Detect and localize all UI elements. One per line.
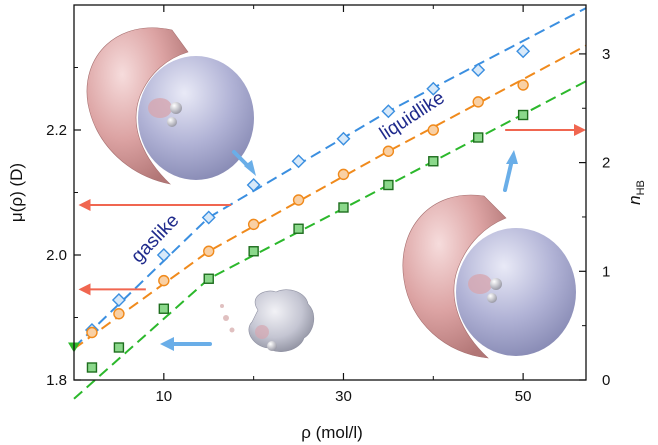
series-3-point-8	[383, 179, 394, 191]
axes	[73, 4, 587, 381]
series-1-point-11	[516, 44, 531, 59]
series-3-point-2	[113, 342, 125, 353]
series-1-point-8	[381, 104, 396, 119]
series-3-point-4	[203, 273, 214, 284]
series-1-point-2	[111, 293, 126, 307]
series-2-point-11	[517, 79, 529, 91]
series-2-point-8	[382, 145, 395, 157]
series-3-point-6	[293, 223, 304, 234]
x-tick-label-30: 30	[335, 388, 352, 405]
y2-tick-label-3: 3	[602, 46, 610, 63]
series-2-point-10	[472, 96, 484, 108]
y2-axis-title-sub: HB	[635, 180, 647, 195]
y-axis-title: μ(ρ) (D)	[7, 163, 26, 222]
series-1-point-4	[201, 210, 216, 225]
series-2-point-7	[337, 168, 350, 181]
fit-line-2	[73, 44, 587, 350]
y-tick-label-2: 2.0	[46, 247, 67, 264]
series-2-point-9	[427, 124, 439, 136]
series-3-point-3	[158, 303, 170, 314]
y2-tick-label-2: 2	[602, 155, 610, 172]
series-2-point-1	[86, 326, 98, 339]
series-2-point-6	[292, 194, 305, 206]
x-tick-label-10: 10	[155, 388, 172, 405]
series-2-point-3	[158, 274, 170, 287]
series-3-point-7	[338, 202, 349, 213]
axis-labels: 10 30 50 1.8 2.0 2.2 0 1 2 3 ρ (mol/l) μ(ρ) (D) nHB	[7, 46, 647, 442]
series-1-point-6	[291, 154, 306, 169]
series-1-point-10	[471, 63, 486, 77]
molecule-illustration-gas	[220, 289, 315, 352]
pointer-arrows	[160, 150, 518, 351]
molecule-illustration-top-left	[86, 27, 254, 185]
series-1-point-9	[426, 81, 441, 96]
series-3-point-10	[473, 132, 484, 143]
molecule-illustration-right	[402, 194, 576, 359]
y2-tick-label-0: 0	[602, 372, 610, 389]
y-tick-label-1.8: 1.8	[46, 372, 67, 389]
series-1-point-7	[336, 131, 351, 146]
series-3-point-11	[517, 109, 529, 121]
series-2-point-2	[113, 308, 125, 320]
red-arrowhead-left-2	[78, 283, 91, 296]
x-axis-title: ρ (mol/l)	[301, 423, 363, 442]
series-2-point-5	[247, 218, 260, 231]
annotation-gaslike: gaslike	[127, 210, 183, 267]
red-arrowhead-right-1	[574, 124, 586, 136]
y2-axis-title: nHB	[625, 180, 647, 205]
y-tick-label-2.2: 2.2	[46, 122, 67, 139]
series-3-point-5	[248, 246, 259, 257]
y2-tick-label-1: 1	[602, 263, 610, 280]
series-1-point-5	[246, 178, 261, 192]
series-3-point-9	[428, 156, 439, 167]
series-2-point-4	[203, 245, 215, 257]
x-tick-label-50: 50	[515, 388, 532, 405]
series-1-point-3	[156, 248, 171, 262]
series-3-point-1	[86, 362, 98, 373]
y2-axis-title-main: n	[625, 195, 644, 204]
red-arrowhead-left-1	[78, 199, 91, 211]
